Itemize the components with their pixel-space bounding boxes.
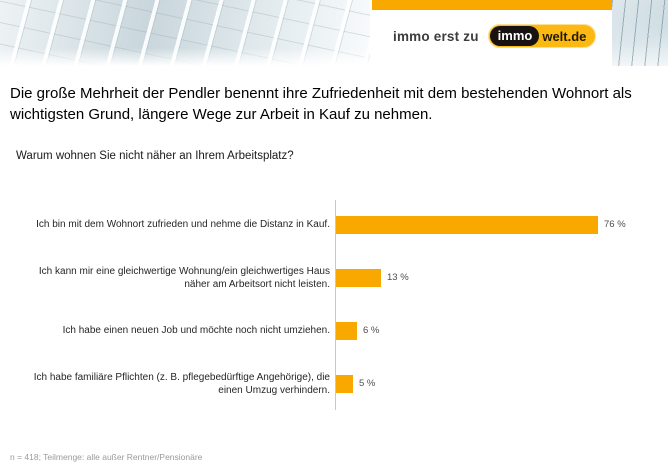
bar-area: 6 %: [336, 321, 380, 340]
chart-row: Ich bin mit dem Wohnort zufrieden und ne…: [30, 198, 655, 251]
bar: [336, 321, 357, 340]
sample-footnote: n = 418; Teilmenge: alle außer Rentner/P…: [10, 452, 203, 462]
bar-area: 76 %: [336, 215, 626, 234]
immowelt-logo-immo: immo: [489, 26, 540, 46]
bar-value-label: 5 %: [359, 378, 376, 389]
bar: [336, 215, 598, 234]
bar: [336, 374, 353, 393]
immowelt-logo-welt-de: welt.de: [542, 28, 587, 44]
chart-row: Ich habe einen neuen Job und möchte noch…: [30, 304, 655, 357]
bar-area: 13 %: [336, 268, 409, 287]
bar-value-label: 76 %: [604, 219, 626, 230]
immowelt-logo: immo welt.de: [487, 24, 597, 48]
slide-headline: Die große Mehrheit der Pendler benennt i…: [10, 85, 632, 123]
survey-question: Warum wohnen Sie nicht näher an Ihrem Ar…: [16, 150, 294, 162]
brand-tagline: immo erst zu: [393, 28, 479, 44]
bar-category-label: Ich kann mir eine gleichwertige Wohnung/…: [38, 265, 330, 290]
bar-value-label: 6 %: [363, 325, 380, 336]
chart-rows: Ich bin mit dem Wohnort zufrieden und ne…: [30, 198, 655, 410]
brand-header: immo erst zu immo welt.de: [393, 23, 597, 49]
chart-row: Ich kann mir eine gleichwertige Wohnung/…: [30, 251, 655, 304]
bar-category-label: Ich habe einen neuen Job und möchte noch…: [62, 325, 330, 336]
bar-chart: Ich bin mit dem Wohnort zufrieden und ne…: [30, 198, 655, 410]
bar-area: 5 %: [336, 374, 376, 393]
bar-value-label: 13 %: [387, 272, 409, 283]
glass-facade-photo-left: [0, 0, 370, 66]
orange-accent-bar: [372, 0, 612, 10]
glass-facade-photo-right: [612, 0, 668, 66]
bar-category-label: Ich bin mit dem Wohnort zufrieden und ne…: [36, 219, 330, 230]
bar-category-label: Ich habe familiäre Pflichten (z. B. pfle…: [33, 371, 330, 396]
bar: [336, 268, 381, 287]
chart-row: Ich habe familiäre Pflichten (z. B. pfle…: [30, 357, 655, 410]
